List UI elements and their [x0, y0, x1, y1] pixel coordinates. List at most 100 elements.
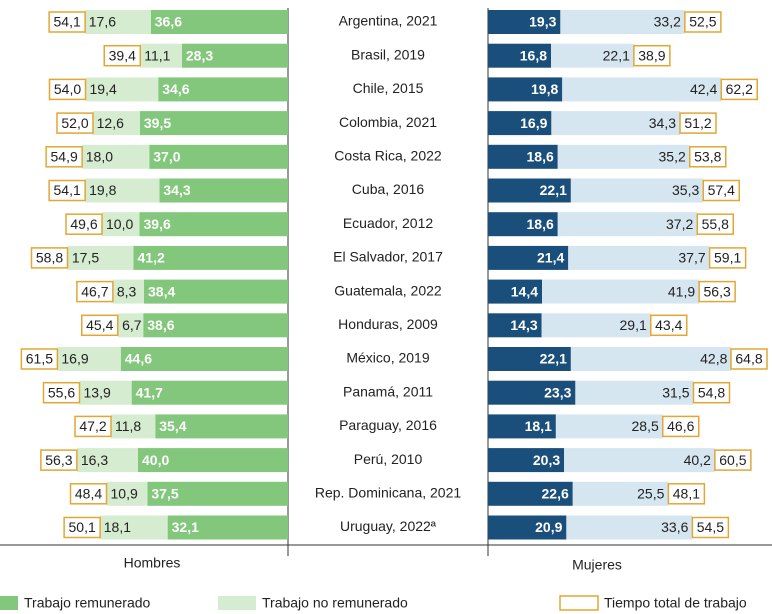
total-label: 46,7: [81, 283, 108, 299]
bar: [138, 448, 288, 473]
value-label: 35,4: [159, 418, 186, 434]
bar: [133, 245, 288, 270]
total-label: 54,5: [697, 519, 724, 535]
value-label: 22,1: [540, 182, 567, 198]
bar: [560, 10, 685, 34]
bar: [551, 111, 680, 136]
total-label: 54,1: [54, 182, 81, 198]
total-box: [63, 516, 101, 539]
category-label: México, 2019: [346, 350, 429, 366]
total-box: [667, 483, 706, 505]
value-label: 37,0: [153, 149, 180, 165]
total-box: [56, 112, 94, 134]
bar: [118, 313, 144, 338]
value-label: 18,6: [527, 216, 554, 232]
total-label: 60,5: [719, 452, 746, 468]
bar: [92, 111, 140, 136]
total-box: [69, 483, 108, 505]
total-label: 56,3: [45, 452, 72, 468]
bar: [57, 347, 121, 371]
category-label: Cuba, 2016: [352, 181, 425, 197]
value-label: 10,0: [106, 216, 133, 232]
total-label: 45,4: [86, 317, 113, 333]
value-label: 34,3: [163, 182, 190, 198]
total-box: [42, 381, 81, 404]
total-label: 53,8: [694, 149, 721, 165]
total-box: [633, 44, 671, 67]
bar: [488, 212, 558, 237]
value-label: 18,6: [527, 149, 554, 165]
value-label: 17,5: [72, 250, 99, 266]
value-label: 19,8: [89, 182, 116, 198]
bar: [139, 111, 288, 136]
total-label: 43,4: [655, 317, 682, 333]
total-box: [30, 247, 69, 269]
bar: [85, 178, 160, 203]
bar: [155, 414, 288, 439]
bar: [564, 448, 715, 473]
total-box: [650, 314, 688, 337]
value-label: 19,4: [90, 81, 117, 97]
bar: [488, 10, 561, 34]
bar: [150, 10, 288, 34]
value-label: 40,0: [142, 452, 169, 468]
total-label: 57,4: [708, 182, 735, 198]
value-label: 40,2: [684, 452, 711, 468]
value-label: 11,8: [115, 418, 141, 434]
value-label: 18,1: [104, 519, 131, 535]
bar: [488, 77, 563, 102]
bar: [158, 77, 288, 102]
bar: [488, 347, 571, 371]
total-box: [48, 179, 86, 202]
bar: [85, 77, 159, 102]
bar: [102, 212, 140, 237]
value-label: 18,0: [86, 149, 113, 165]
bar: [147, 481, 288, 506]
value-label: 23,3: [544, 384, 571, 400]
value-label: 19,3: [529, 14, 556, 30]
value-label: 37,5: [151, 486, 178, 502]
value-label: 35,3: [672, 182, 699, 198]
total-box: [76, 280, 114, 303]
total-label: 54,8: [698, 384, 725, 400]
panel-label: Mujeres: [572, 557, 622, 573]
value-label: 42,4: [690, 81, 717, 97]
total-label: 52,5: [689, 14, 716, 30]
category-label: Paraguay, 2016: [339, 417, 437, 433]
value-label: 33,6: [661, 519, 688, 535]
value-label: 16,9: [520, 115, 547, 131]
value-label: 36,6: [155, 14, 182, 30]
total-label: 48,1: [673, 486, 700, 502]
value-label: 8,3: [117, 283, 137, 299]
total-label: 58,8: [36, 250, 63, 266]
total-box: [81, 314, 119, 337]
value-label: 41,9: [668, 283, 695, 299]
bar: [67, 245, 134, 270]
bar: [570, 347, 732, 371]
category-label: Ecuador, 2012: [343, 215, 434, 231]
category-label: Honduras, 2009: [338, 316, 438, 332]
total-label: 51,2: [684, 115, 711, 131]
bar: [557, 212, 698, 237]
category-label: Argentina, 2021: [339, 13, 438, 29]
total-label: 59,1: [714, 250, 741, 266]
value-label: 28,3: [186, 47, 213, 63]
total-label: 54,9: [51, 149, 78, 165]
value-label: 19,8: [531, 81, 558, 97]
value-label: 28,5: [632, 418, 659, 434]
bar: [181, 43, 288, 68]
value-label: 25,5: [637, 486, 664, 502]
legend-swatch: [559, 595, 599, 611]
category-label: Chile, 2015: [353, 80, 424, 96]
total-box: [48, 11, 86, 33]
value-label: 41,7: [136, 384, 163, 400]
bar: [488, 178, 571, 203]
value-label: 34,3: [649, 115, 676, 131]
category-label: Rep. Dominicana, 2021: [315, 485, 462, 501]
bar: [541, 313, 651, 338]
total-box: [65, 213, 103, 235]
bar: [488, 144, 558, 169]
bar: [111, 414, 156, 439]
total-label: 52,0: [61, 115, 88, 131]
